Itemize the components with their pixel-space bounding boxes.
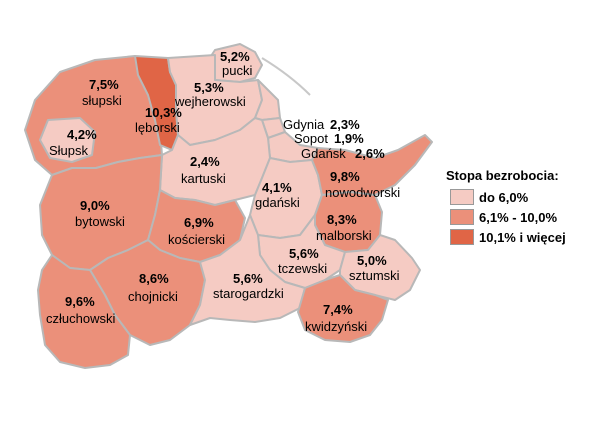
name-sztumski: sztumski — [349, 268, 400, 283]
name-pucki: pucki — [222, 63, 252, 78]
value-pucki: 5,2% — [220, 49, 250, 64]
legend-swatch — [450, 209, 474, 225]
legend-swatch — [450, 189, 474, 205]
value-sopot: 1,9% — [334, 131, 364, 146]
name-kwidzynski: kwidzyński — [305, 319, 367, 334]
legend: Stopa bezrobocia: do 6,0% 6,1% - 10,0% 1… — [446, 168, 566, 248]
region-czluchowski[interactable] — [37, 254, 131, 369]
value-kwidzynski: 7,4% — [323, 302, 353, 317]
legend-label: 6,1% - 10,0% — [479, 209, 558, 225]
name-koscierski: kościerski — [168, 232, 225, 247]
value-gdanski: 4,1% — [262, 180, 292, 195]
name-gdanski: gdański — [255, 195, 300, 210]
value-gdynia: 2,3% — [330, 117, 360, 132]
value-wejherowski: 5,3% — [194, 80, 224, 95]
labels: 7,5% słupski 4,2% Słupsk 10,3% lęborski … — [46, 49, 400, 334]
name-starogardzki: starogardzki — [213, 286, 284, 301]
region-nowodworski[interactable] — [311, 134, 433, 196]
value-slupsk: 4,2% — [67, 127, 97, 142]
legend-title: Stopa bezrobocia: — [446, 168, 559, 183]
value-nowodworski: 9,8% — [330, 169, 360, 184]
name-kartuski: kartuski — [181, 171, 226, 186]
coastline — [261, 57, 311, 96]
name-sopot: Sopot — [294, 131, 328, 146]
value-malborski: 8,3% — [327, 212, 357, 227]
legend-item: do 6,0% — [446, 188, 566, 206]
name-slupski: słupski — [82, 93, 122, 108]
value-czluchowski: 9,6% — [65, 294, 95, 309]
value-chojnicki: 8,6% — [139, 271, 169, 286]
legend-item: 10,1% i więcej — [446, 228, 566, 246]
legend-swatch — [450, 229, 474, 245]
name-gdansk: Gdańsk — [301, 146, 346, 161]
value-leborski: 10,3% — [145, 105, 182, 120]
name-malborski: malborski — [316, 228, 372, 243]
name-gdynia: Gdynia — [283, 117, 325, 132]
name-nowodworski: nowodworski — [325, 185, 400, 200]
name-czluchowski: człuchowski — [46, 311, 115, 326]
value-starogardzki: 5,6% — [233, 271, 263, 286]
value-bytowski: 9,0% — [80, 198, 110, 213]
value-sztumski: 5,0% — [357, 253, 387, 268]
region-kwidzynski[interactable] — [297, 274, 389, 343]
legend-item: 6,1% - 10,0% — [446, 208, 566, 226]
value-kartuski: 2,4% — [190, 154, 220, 169]
name-slupsk: Słupsk — [49, 143, 89, 158]
name-tczewski: tczewski — [278, 261, 327, 276]
name-wejherowski: wejherowski — [174, 94, 246, 109]
value-slupski: 7,5% — [89, 77, 119, 92]
name-chojnicki: chojnicki — [128, 289, 178, 304]
name-leborski: lęborski — [135, 120, 180, 135]
legend-label: 10,1% i więcej — [479, 229, 566, 245]
value-gdansk: 2,6% — [355, 146, 385, 161]
legend-label: do 6,0% — [479, 189, 529, 205]
region-slupsk[interactable] — [39, 117, 96, 163]
value-tczewski: 5,6% — [289, 246, 319, 261]
value-koscierski: 6,9% — [184, 215, 214, 230]
name-bytowski: bytowski — [75, 214, 125, 229]
